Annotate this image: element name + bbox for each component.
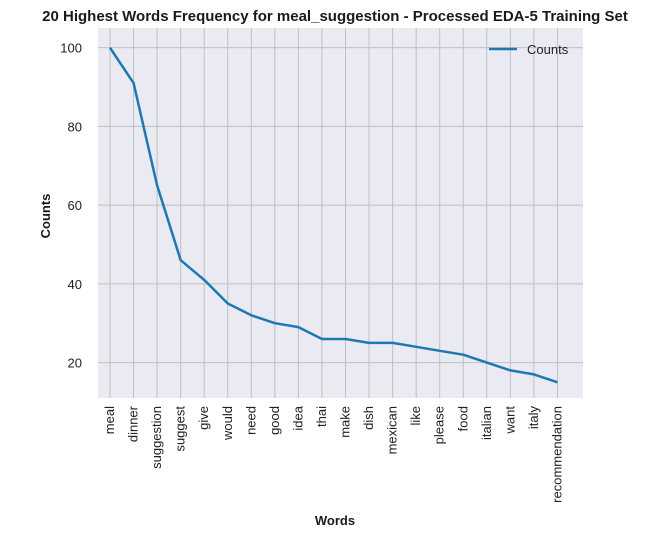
x-tick-label: would [220,406,235,441]
x-axis-label: Words [315,513,355,528]
x-tick-label: like [408,406,423,426]
plot-background [98,28,583,398]
y-axis-label: Counts [38,194,53,239]
legend: Counts [489,42,569,57]
y-tick-label: 40 [68,277,82,292]
x-tick-label: food [455,406,470,431]
x-tick-labels: meal dinner suggestion suggest give would need… [102,405,564,503]
x-tick-label: italian [479,406,494,440]
x-tick-label: need [243,406,258,435]
x-tick-label: dish [361,406,376,430]
x-tick-label: suggestion [149,406,164,469]
y-tick-label: 60 [68,198,82,213]
x-tick-label: recommendation [549,406,564,503]
x-tick-label: please [432,406,447,444]
x-tick-label: italy [526,406,541,430]
x-tick-label: give [196,406,211,430]
series-line-counts [108,47,558,384]
x-tick-label: mexican [385,406,400,454]
y-tick-label: 100 [60,41,82,56]
x-tick-label: suggest [173,406,188,452]
y-tick-labels: 20 40 60 80 100 [60,41,82,371]
x-tick-label: good [267,406,282,435]
chart-title: 20 Highest Words Frequency for meal_sugg… [42,8,628,25]
x-tick-label: thai [314,406,329,427]
y-tick-label: 80 [68,119,82,134]
grid-lines [98,28,583,398]
x-tick-label: make [338,406,353,438]
x-tick-label: meal [102,406,117,434]
x-tick-label: want [502,406,517,435]
y-tick-label: 20 [68,356,82,371]
x-tick-label: idea [290,405,305,430]
x-tick-label: dinner [126,405,141,442]
legend-label-counts: Counts [527,42,569,57]
